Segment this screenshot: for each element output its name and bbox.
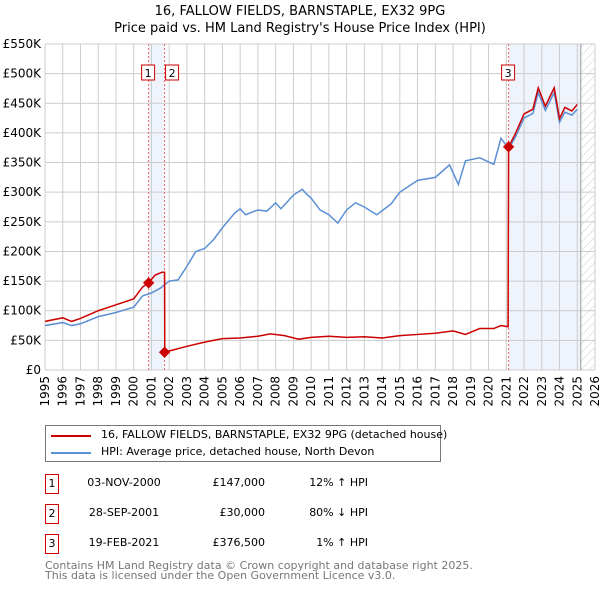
x-tick-label: 2001 [144,376,158,407]
sale-label: 1 [145,67,152,80]
chart-subtitle: Price paid vs. HM Land Registry's House … [114,21,486,36]
sale-hpi-diff: 1% ↑ HPI [316,536,368,549]
y-tick-label: £550K [3,37,43,51]
x-tick-label: 2017 [428,376,442,407]
sale-label-box [501,64,516,81]
sale-number: 1 [45,474,59,494]
sale-date: 28-SEP-2001 [88,506,160,519]
x-tick-label: 2005 [215,376,229,407]
sale-hpi-diff: 80% ↓ HPI [309,506,368,519]
chart-svg: 16, FALLOW FIELDS, BARNSTAPLE, EX32 9PG … [3,4,600,407]
footer-line-1: Contains HM Land Registry data © Crown c… [45,559,473,572]
y-tick-label: £250K [3,215,43,229]
x-tick-label: 2011 [322,376,336,407]
sale-price: £376,500 [212,536,266,549]
legend: 16, FALLOW FIELDS, BARNSTAPLE, EX32 9PG … [45,425,447,462]
x-tick-label: 2003 [180,376,194,407]
y-tick-label: £300K [3,185,43,199]
x-tick-label: 2014 [375,376,389,407]
x-tick-label: 2008 [269,376,283,407]
y-tick-label: £450K [3,96,43,110]
footer-line-2: This data is licensed under the Open Gov… [45,569,396,582]
forecast-hatch [580,44,595,370]
x-tick-label: 2021 [499,376,513,407]
sale-label: 2 [169,67,176,80]
x-tick-label: 2018 [446,376,460,407]
sale-number: 3 [45,534,59,554]
x-tick-label: 2000 [127,376,141,407]
sale-hpi-diff: 12% ↑ HPI [309,476,368,489]
y-tick-label: £50K [10,333,42,347]
legend-line-property [51,435,91,437]
x-tick-label: 2006 [233,376,247,407]
x-tick-label: 2007 [251,376,265,407]
x-tick-label: 2019 [464,376,478,407]
sale-date: 19-FEB-2021 [88,536,160,549]
y-tick-label: £400K [3,126,43,140]
y-tick-label: £100K [3,304,43,318]
legend-label-property: 16, FALLOW FIELDS, BARNSTAPLE, EX32 9PG … [101,428,448,441]
x-tick-label: 1995 [38,376,52,407]
x-tick-label: 2022 [517,376,531,407]
y-tick-label: £500K [3,67,43,81]
sale-number: 2 [45,504,59,524]
x-tick-label: 1996 [56,376,70,407]
sale-marker [502,141,515,153]
sale-label-box [141,64,156,81]
x-tick-label: 1997 [73,376,87,407]
x-tick-label: 2024 [553,376,567,407]
x-tick-label: 2016 [411,376,425,407]
legend-label-hpi: HPI: Average price, detached house, Nort… [101,445,375,458]
shaded-region [508,44,581,370]
legend-line-hpi [51,452,91,454]
x-tick-label: 1998 [91,376,105,407]
sale-label-box [165,64,180,81]
y-tick-label: £200K [3,244,43,258]
sale-price: £30,000 [219,506,266,519]
x-tick-label: 2009 [286,376,300,407]
y-tick-label: £350K [3,156,43,170]
chart-title: 16, FALLOW FIELDS, BARNSTAPLE, EX32 9PG [155,4,446,19]
x-tick-label: 2015 [393,376,407,407]
y-tick-label: £0 [26,363,41,377]
sale-marker [142,277,155,289]
sale-marker [158,346,171,358]
x-tick-label: 2012 [340,376,354,407]
x-tick-label: 2013 [357,376,371,407]
hpi-line [44,90,578,327]
sale-label: 3 [505,67,512,80]
x-tick-label: 2023 [535,376,549,407]
x-tick-label: 2025 [570,376,584,407]
x-tick-label: 2026 [588,376,600,407]
x-tick-label: 2002 [162,376,176,407]
sale-price: £147,000 [212,476,266,489]
x-tick-label: 2020 [482,376,496,407]
y-tick-label: £150K [3,274,43,288]
x-tick-label: 2004 [198,376,212,407]
x-tick-label: 1999 [109,376,123,407]
sale-date: 03-NOV-2000 [87,476,161,489]
x-tick-label: 2010 [304,376,318,407]
